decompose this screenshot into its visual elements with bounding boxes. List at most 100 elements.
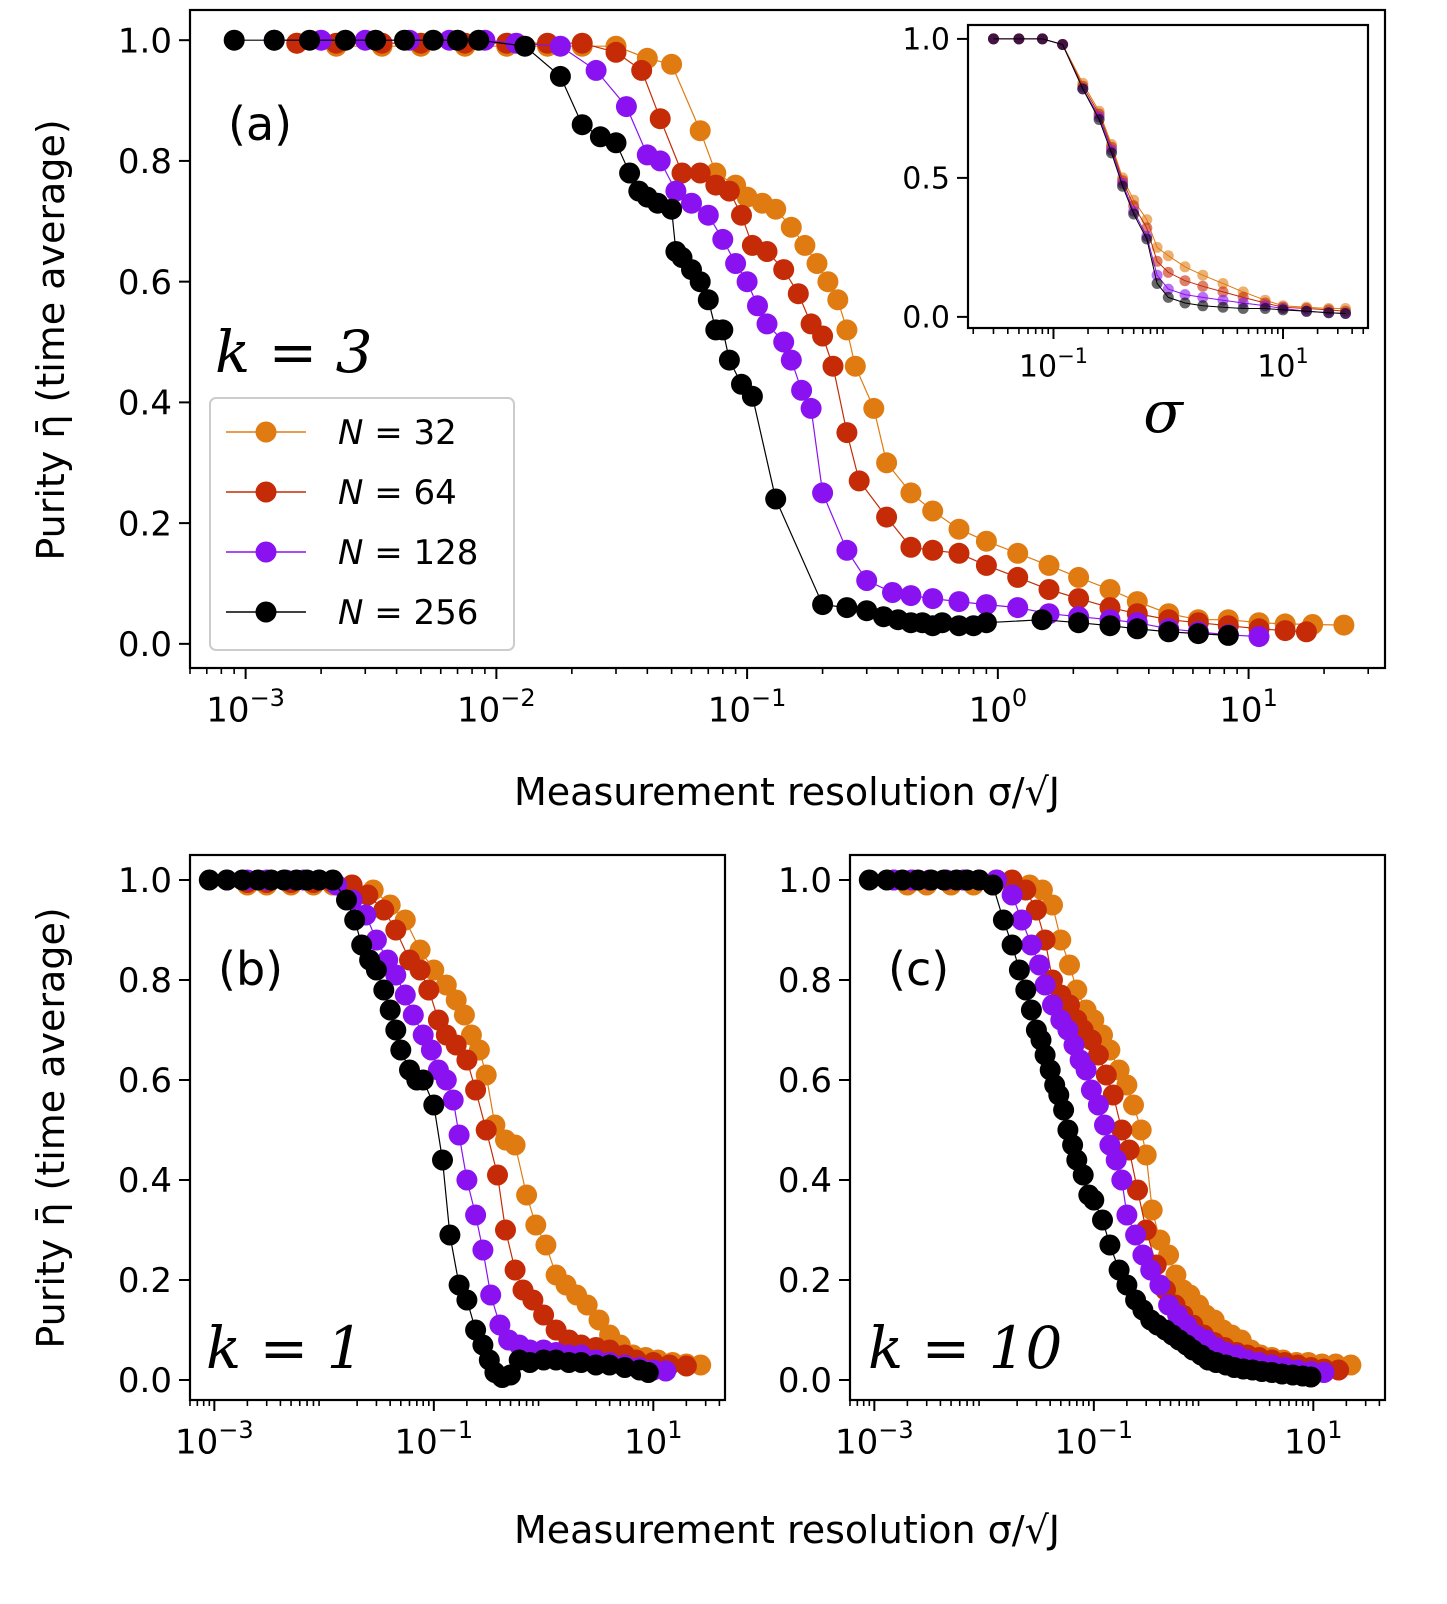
ainset-data-point — [1179, 297, 1191, 309]
b-x-tick-label: 10−1 — [395, 1416, 474, 1462]
b-data-point — [402, 1004, 424, 1026]
panel-b-chart: 10−3 10−1 101 0.0 0.2 0.4 0.6 0.8 1.0 (b) k = 1 Pur… — [29, 853, 727, 1463]
ainset-data-point — [1162, 291, 1174, 303]
a-data-point — [1038, 579, 1060, 600]
a-data-point — [948, 542, 970, 564]
b-data-point — [472, 1239, 494, 1261]
a-legend-marker — [255, 541, 277, 563]
b-data-point — [588, 1309, 610, 1331]
a-panel-label: (a) — [228, 97, 292, 151]
ainset-data-point — [1013, 33, 1025, 45]
ainset-data-point — [1340, 308, 1351, 319]
a-data-point — [856, 600, 878, 622]
ainset-data-point — [1077, 83, 1089, 95]
b-data-point — [418, 979, 440, 1001]
c-data-point — [1125, 1224, 1147, 1246]
a-data-point — [882, 582, 903, 603]
c-data-point — [876, 869, 898, 891]
c-y-tick-label: 0.4 — [778, 1161, 832, 1201]
bc-x-axis-label: Measurement resolution σ/√J — [514, 1508, 1060, 1552]
a-data-point — [697, 289, 719, 311]
a-legend-label: N = 256 — [338, 593, 478, 633]
c-data-point — [1087, 1094, 1109, 1116]
c-x-tick-label: 10−1 — [1055, 1416, 1134, 1462]
a-data-point — [689, 271, 711, 293]
a-data-point — [718, 180, 740, 202]
a-data-point — [787, 283, 809, 305]
c-data-point — [992, 909, 1014, 931]
a-data-point — [780, 349, 802, 371]
b-data-point — [198, 869, 220, 891]
ainset-data-point — [1036, 33, 1048, 45]
a-data-point — [514, 35, 536, 57]
a-y-tick-label: 0.2 — [118, 504, 172, 544]
ainset-data-point — [1217, 301, 1229, 313]
ainset-data-point — [1197, 300, 1209, 312]
a-y-axis-label: Purity η̄ (time average) — [29, 119, 73, 560]
c-data-point — [1025, 899, 1047, 921]
a-data-point — [827, 289, 849, 311]
ainset-data-point — [1162, 250, 1174, 262]
b-data-point — [420, 1039, 442, 1061]
a-data-point — [975, 554, 997, 576]
b-data-point — [535, 1234, 557, 1256]
a-data-point — [223, 29, 245, 51]
a-data-point — [468, 29, 490, 51]
c-data-point — [1053, 1099, 1075, 1121]
b-data-point — [365, 959, 387, 981]
ainset-x-axis-label: σ — [1143, 378, 1184, 446]
a-y-tick-label: 0.0 — [118, 625, 172, 665]
a-data-point — [765, 488, 787, 510]
c-data-point — [1001, 884, 1023, 906]
a-legend-marker — [255, 481, 277, 503]
a-data-point — [794, 234, 816, 256]
b-data-point — [525, 1214, 547, 1236]
a-data-point — [1333, 614, 1355, 636]
ainset-data-point — [1179, 275, 1191, 287]
b-data-point — [344, 909, 366, 931]
b-data-point — [522, 1289, 544, 1311]
a-data-point — [263, 29, 285, 51]
a-x-tick-label: 10−1 — [708, 684, 787, 730]
a-x-tick-label: 10−2 — [457, 684, 536, 730]
ainset-data-point — [1237, 303, 1249, 314]
a-y-tick-label: 0.8 — [118, 142, 172, 182]
a-data-point — [1274, 620, 1296, 642]
a-data-point — [731, 204, 752, 226]
a-data-point — [756, 241, 778, 262]
b-y-tick-label: 0.8 — [118, 961, 172, 1001]
a-data-point — [1217, 624, 1239, 646]
c-data-point — [1116, 1204, 1138, 1226]
b-x-tick-label: 10−3 — [175, 1416, 254, 1462]
b-data-point — [495, 1219, 516, 1241]
a-legend-marker — [255, 601, 277, 623]
a-legend-label: N = 32 — [338, 413, 457, 453]
a-data-point — [712, 319, 734, 341]
b-data-point — [453, 1004, 475, 1026]
a-y-tick-label: 0.4 — [118, 384, 172, 424]
b-data-point — [432, 1149, 453, 1171]
a-data-point — [615, 96, 637, 118]
ainset-data-point — [1217, 278, 1229, 289]
a-data-point — [1126, 618, 1148, 640]
a-data-point — [975, 612, 997, 634]
ainset-data-point — [1217, 286, 1229, 298]
a-data-point — [806, 253, 828, 274]
b-data-point — [475, 1064, 497, 1086]
a-data-point — [1158, 621, 1180, 643]
a-y-tick-label: 1.0 — [118, 21, 172, 61]
ainset-series-n256 — [988, 33, 1351, 319]
a-data-point — [619, 162, 641, 184]
b-data-point — [231, 869, 253, 891]
a-data-point — [975, 530, 997, 552]
b-data-point — [504, 1259, 526, 1281]
a-legend-box — [209, 397, 515, 651]
a-data-point — [725, 253, 747, 274]
b-y-tick-label: 0.0 — [118, 1361, 172, 1401]
a-data-point — [800, 397, 822, 419]
ainset-frame — [966, 23, 1370, 330]
a-legend: N = 32 N = 64 N = 128 N = 256 — [209, 397, 515, 651]
b-frame — [188, 853, 727, 1402]
c-data-point — [1092, 1209, 1113, 1231]
b-y-tick-label: 0.6 — [118, 1061, 172, 1101]
